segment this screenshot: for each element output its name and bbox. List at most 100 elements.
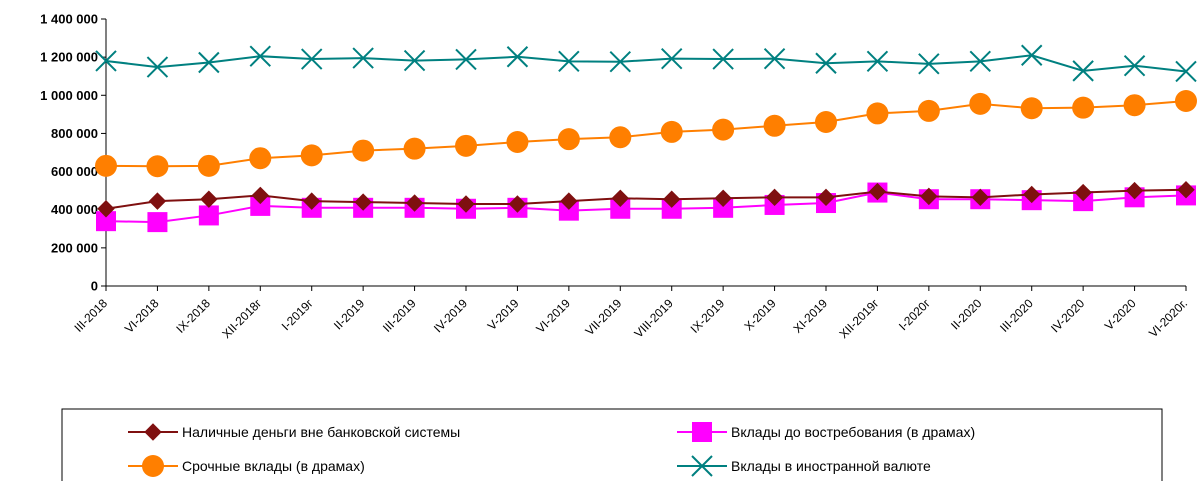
data-point <box>611 189 629 207</box>
data-point <box>251 186 269 205</box>
series-line <box>105 191 1187 224</box>
legend-marker <box>144 423 162 441</box>
data-point <box>508 195 527 213</box>
y-tick-label: 800 000 <box>51 126 98 141</box>
data-point <box>1175 90 1197 113</box>
data-point <box>249 45 271 67</box>
data-point <box>147 212 168 233</box>
y-tick-label: 200 000 <box>51 240 98 255</box>
data-point <box>609 51 631 73</box>
data-point <box>815 52 837 74</box>
data-point <box>1177 180 1195 199</box>
data-point <box>146 155 169 178</box>
legend: Наличные деньги вне банковской системы Вк… <box>61 408 1163 481</box>
data-point <box>660 120 683 143</box>
data-point <box>558 50 580 73</box>
x-tick-label: V-2019 <box>485 296 522 333</box>
data-point <box>146 56 169 78</box>
x-tick-label: VI-2019 <box>533 296 573 336</box>
legend-marker <box>691 455 713 477</box>
data-point <box>403 49 426 72</box>
legend-item: Срочные вклады (в драмах) <box>128 455 365 477</box>
x-tick-label: V-2020 <box>1102 296 1139 333</box>
y-tick-label: 1 400 000 <box>40 12 98 27</box>
y-tick-label: 400 000 <box>51 202 98 217</box>
data-point <box>609 126 632 149</box>
data-point <box>198 51 220 74</box>
plot-area: 0 200 000 400 000 600 000 800 000 1 000 000 1 … <box>40 12 1197 342</box>
x-tick-label: IV-2019 <box>431 296 470 335</box>
series-line <box>105 100 1187 168</box>
legend-label: Вклады в иностранной валюте <box>731 458 931 474</box>
data-point <box>866 50 889 73</box>
x-tick-label: VII-2019 <box>582 296 624 338</box>
data-point <box>198 205 219 226</box>
data-point <box>301 48 323 70</box>
data-point <box>1123 94 1146 117</box>
y-tick-label: 0 <box>91 279 98 294</box>
legend-item: Наличные деньги вне банковской системы <box>128 423 460 441</box>
x-tick-label: VIII-2019 <box>631 296 676 341</box>
legend-label: Вклады до востребования (в драмах) <box>731 424 975 440</box>
data-point <box>300 144 323 167</box>
x-tick-label: IX-2018 <box>173 296 213 336</box>
data-point <box>200 190 218 208</box>
x-tick-label: VI-2020г. <box>1146 296 1190 340</box>
data-point <box>713 197 734 218</box>
legend-item: Вклады в иностранной валюте <box>677 455 931 477</box>
data-point <box>765 188 784 207</box>
data-point <box>95 50 117 72</box>
series-time-deposits-dram <box>95 90 1197 178</box>
data-point <box>817 188 835 207</box>
data-point <box>920 187 938 206</box>
data-point <box>95 154 117 177</box>
data-point <box>455 48 477 71</box>
data-point <box>455 134 477 157</box>
series-cash-outside-banks <box>97 180 1195 218</box>
x-tick-label: XII-2018г <box>219 296 265 342</box>
data-point <box>1021 44 1043 66</box>
data-point <box>712 48 734 70</box>
data-point <box>96 211 116 232</box>
x-tick-label: VI-2018 <box>122 296 162 336</box>
data-point <box>1125 181 1144 200</box>
data-point <box>1123 55 1146 77</box>
legend-marker <box>142 455 164 477</box>
data-point <box>1023 185 1041 204</box>
legend-item: Вклады до востребования (в драмах) <box>677 422 975 442</box>
y-tick-label: 1 000 000 <box>40 88 98 103</box>
data-point <box>249 147 272 170</box>
data-point <box>1020 97 1043 120</box>
data-point <box>405 194 424 212</box>
data-point <box>97 200 115 218</box>
data-point <box>663 190 681 208</box>
x-tick-label: II-2020 <box>948 296 985 333</box>
x-tick-label: IV-2020 <box>1048 296 1087 335</box>
data-point <box>866 102 889 125</box>
y-tick-label: 1 200 000 <box>40 50 98 65</box>
y-tick-label: 600 000 <box>51 164 98 179</box>
data-point <box>815 110 837 133</box>
data-point <box>610 198 631 219</box>
data-point <box>403 137 426 160</box>
x-tick-label: II-2019 <box>331 296 368 333</box>
data-point <box>763 47 786 70</box>
x-tick-label: I-2020г <box>896 296 933 333</box>
x-tick-label: XI-2019 <box>791 296 831 336</box>
data-point <box>763 114 786 137</box>
series-line <box>105 188 1187 210</box>
legend-label: Срочные вклады (в драмах) <box>182 458 365 474</box>
series-line <box>105 54 1187 73</box>
x-tick-label: I-2019г <box>279 296 316 333</box>
data-point <box>1072 60 1094 82</box>
data-point <box>917 99 940 122</box>
data-point <box>560 192 578 210</box>
series-foreign-currency-deposits <box>95 44 1197 83</box>
data-point <box>714 189 732 207</box>
x-tick-label: III-2018 <box>71 296 110 335</box>
data-point <box>1074 183 1092 202</box>
data-point <box>148 192 167 210</box>
x-tick-label: III-2020 <box>997 296 1036 335</box>
data-point <box>661 198 682 219</box>
